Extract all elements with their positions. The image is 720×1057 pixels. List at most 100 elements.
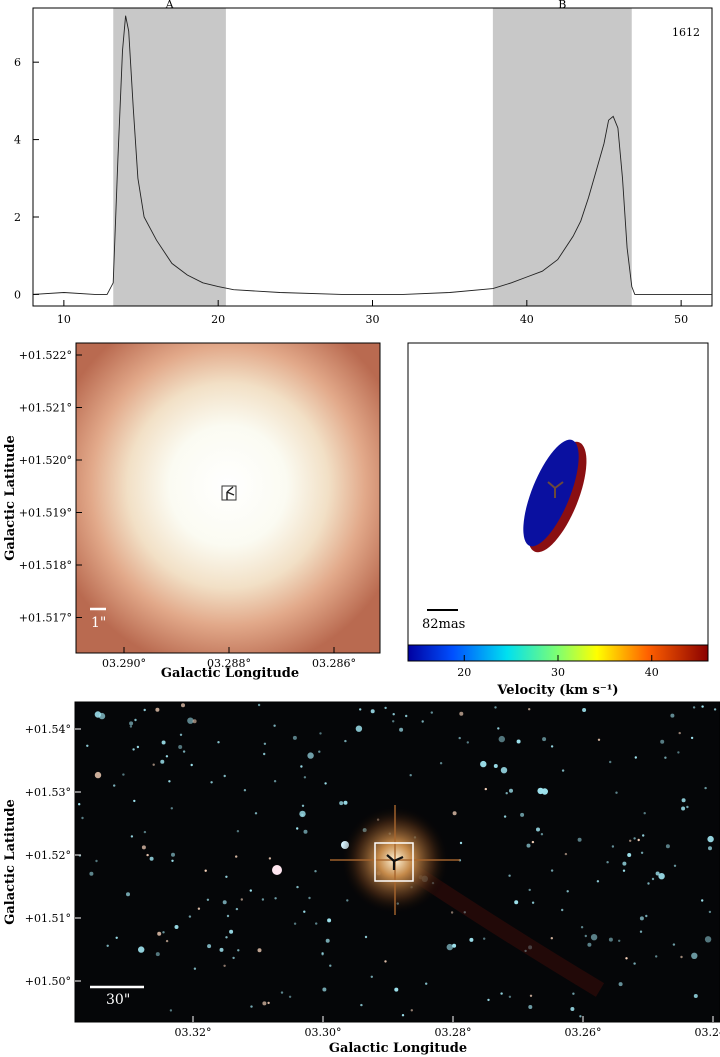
region-a <box>113 8 226 306</box>
field-star <box>327 918 332 923</box>
field-star <box>206 898 210 901</box>
field-star <box>143 708 146 712</box>
field-star <box>314 870 317 873</box>
field-star <box>364 935 368 939</box>
field-star <box>370 975 373 978</box>
field-star <box>359 708 362 711</box>
spectrum-xtick-label: 30 <box>366 313 380 326</box>
field-star <box>692 706 696 709</box>
field-star <box>240 898 243 901</box>
field-star <box>505 792 508 795</box>
field-star <box>681 806 686 811</box>
field-star <box>165 755 169 758</box>
field-star <box>329 964 332 967</box>
field-star <box>263 742 267 745</box>
field-star <box>370 709 375 714</box>
field-xtick-label: 03.32° <box>175 1026 212 1039</box>
field-star <box>308 896 311 900</box>
field-star <box>235 855 238 858</box>
field-star <box>494 706 497 709</box>
field-star <box>484 787 487 791</box>
field-ytick-label: +01.50° <box>25 975 71 988</box>
field-star <box>355 725 363 732</box>
field-star <box>580 926 584 929</box>
field-star <box>344 739 347 743</box>
field-star <box>550 937 553 940</box>
field-xlabel: Galactic Longitude <box>329 1041 467 1056</box>
source-marker-icon <box>386 854 404 870</box>
field-star <box>98 712 106 720</box>
map-ytick-label: +01.520° <box>19 454 72 467</box>
field-star <box>450 911 454 914</box>
field-star <box>204 869 207 872</box>
field-star <box>487 998 490 1002</box>
field-star <box>243 789 247 792</box>
field-star <box>178 745 183 749</box>
field-star <box>561 908 564 912</box>
field-star <box>318 750 321 753</box>
field-star <box>217 741 220 744</box>
field-star <box>95 859 98 863</box>
field-star <box>587 942 592 947</box>
field-star <box>707 835 714 843</box>
spectrum-ytick-label: 6 <box>14 56 21 69</box>
field-star <box>564 852 568 856</box>
map-ytick-label: +01.521° <box>19 402 72 415</box>
field-star <box>384 960 387 963</box>
field-star <box>129 725 133 728</box>
field-star <box>660 739 665 744</box>
field-star <box>622 869 626 872</box>
field-ytick-label: +01.53° <box>25 786 71 799</box>
field-star <box>410 1009 413 1012</box>
colorbar-tick-label: 20 <box>457 666 471 679</box>
field-star <box>686 805 689 809</box>
field-star <box>529 994 533 997</box>
field-star <box>115 936 118 939</box>
field-star <box>236 830 240 833</box>
field-ytick-label: +01.52° <box>25 849 71 862</box>
spectrum-ytick-label: 2 <box>14 211 21 224</box>
field-star <box>141 845 146 850</box>
field-star <box>273 724 276 727</box>
field-star <box>160 759 165 764</box>
field-star <box>319 732 322 735</box>
field-star <box>303 776 307 779</box>
field-star <box>421 720 424 723</box>
field-scalebar-label: 30" <box>106 992 130 1008</box>
field-star <box>642 834 645 837</box>
field-star <box>633 837 636 840</box>
field-star <box>708 910 712 914</box>
spectrum-ytick-label: 4 <box>14 134 21 147</box>
field-star <box>384 706 387 710</box>
field-star <box>425 982 428 985</box>
field-star <box>136 745 140 749</box>
colorbar-tick-label: 40 <box>645 666 659 679</box>
maser-map-ylabel: Galactic Latitude <box>3 435 18 561</box>
spectrum-xtick-label: 50 <box>674 313 688 326</box>
field-star <box>162 931 165 934</box>
field-star <box>133 799 136 803</box>
field-star <box>526 843 531 848</box>
field-star <box>300 765 303 768</box>
field-star <box>268 857 272 860</box>
field-star <box>343 800 348 805</box>
field-star <box>161 740 166 745</box>
field-star <box>405 714 408 718</box>
field-star <box>704 786 707 790</box>
blue-lobe <box>523 439 579 547</box>
field-image: 30" +01.54°+01.53°+01.52°+01.51°+01.50° … <box>3 701 720 1056</box>
field-star <box>188 915 192 918</box>
field-star <box>165 939 169 943</box>
field-star <box>639 930 643 933</box>
spectrum-xtick-label: 40 <box>520 313 534 326</box>
velocity-panel: 82mas 20 30 40 Velocity (km s⁻¹) <box>407 342 709 698</box>
field-star <box>132 748 135 751</box>
field-star <box>528 1005 533 1009</box>
maser-map-xlabel: Galactic Longitude <box>161 666 299 681</box>
field-star <box>493 764 498 768</box>
field-star <box>608 937 613 942</box>
field-star <box>531 901 535 904</box>
field-star <box>634 756 637 759</box>
field-star <box>647 882 650 885</box>
field-star <box>232 956 235 960</box>
